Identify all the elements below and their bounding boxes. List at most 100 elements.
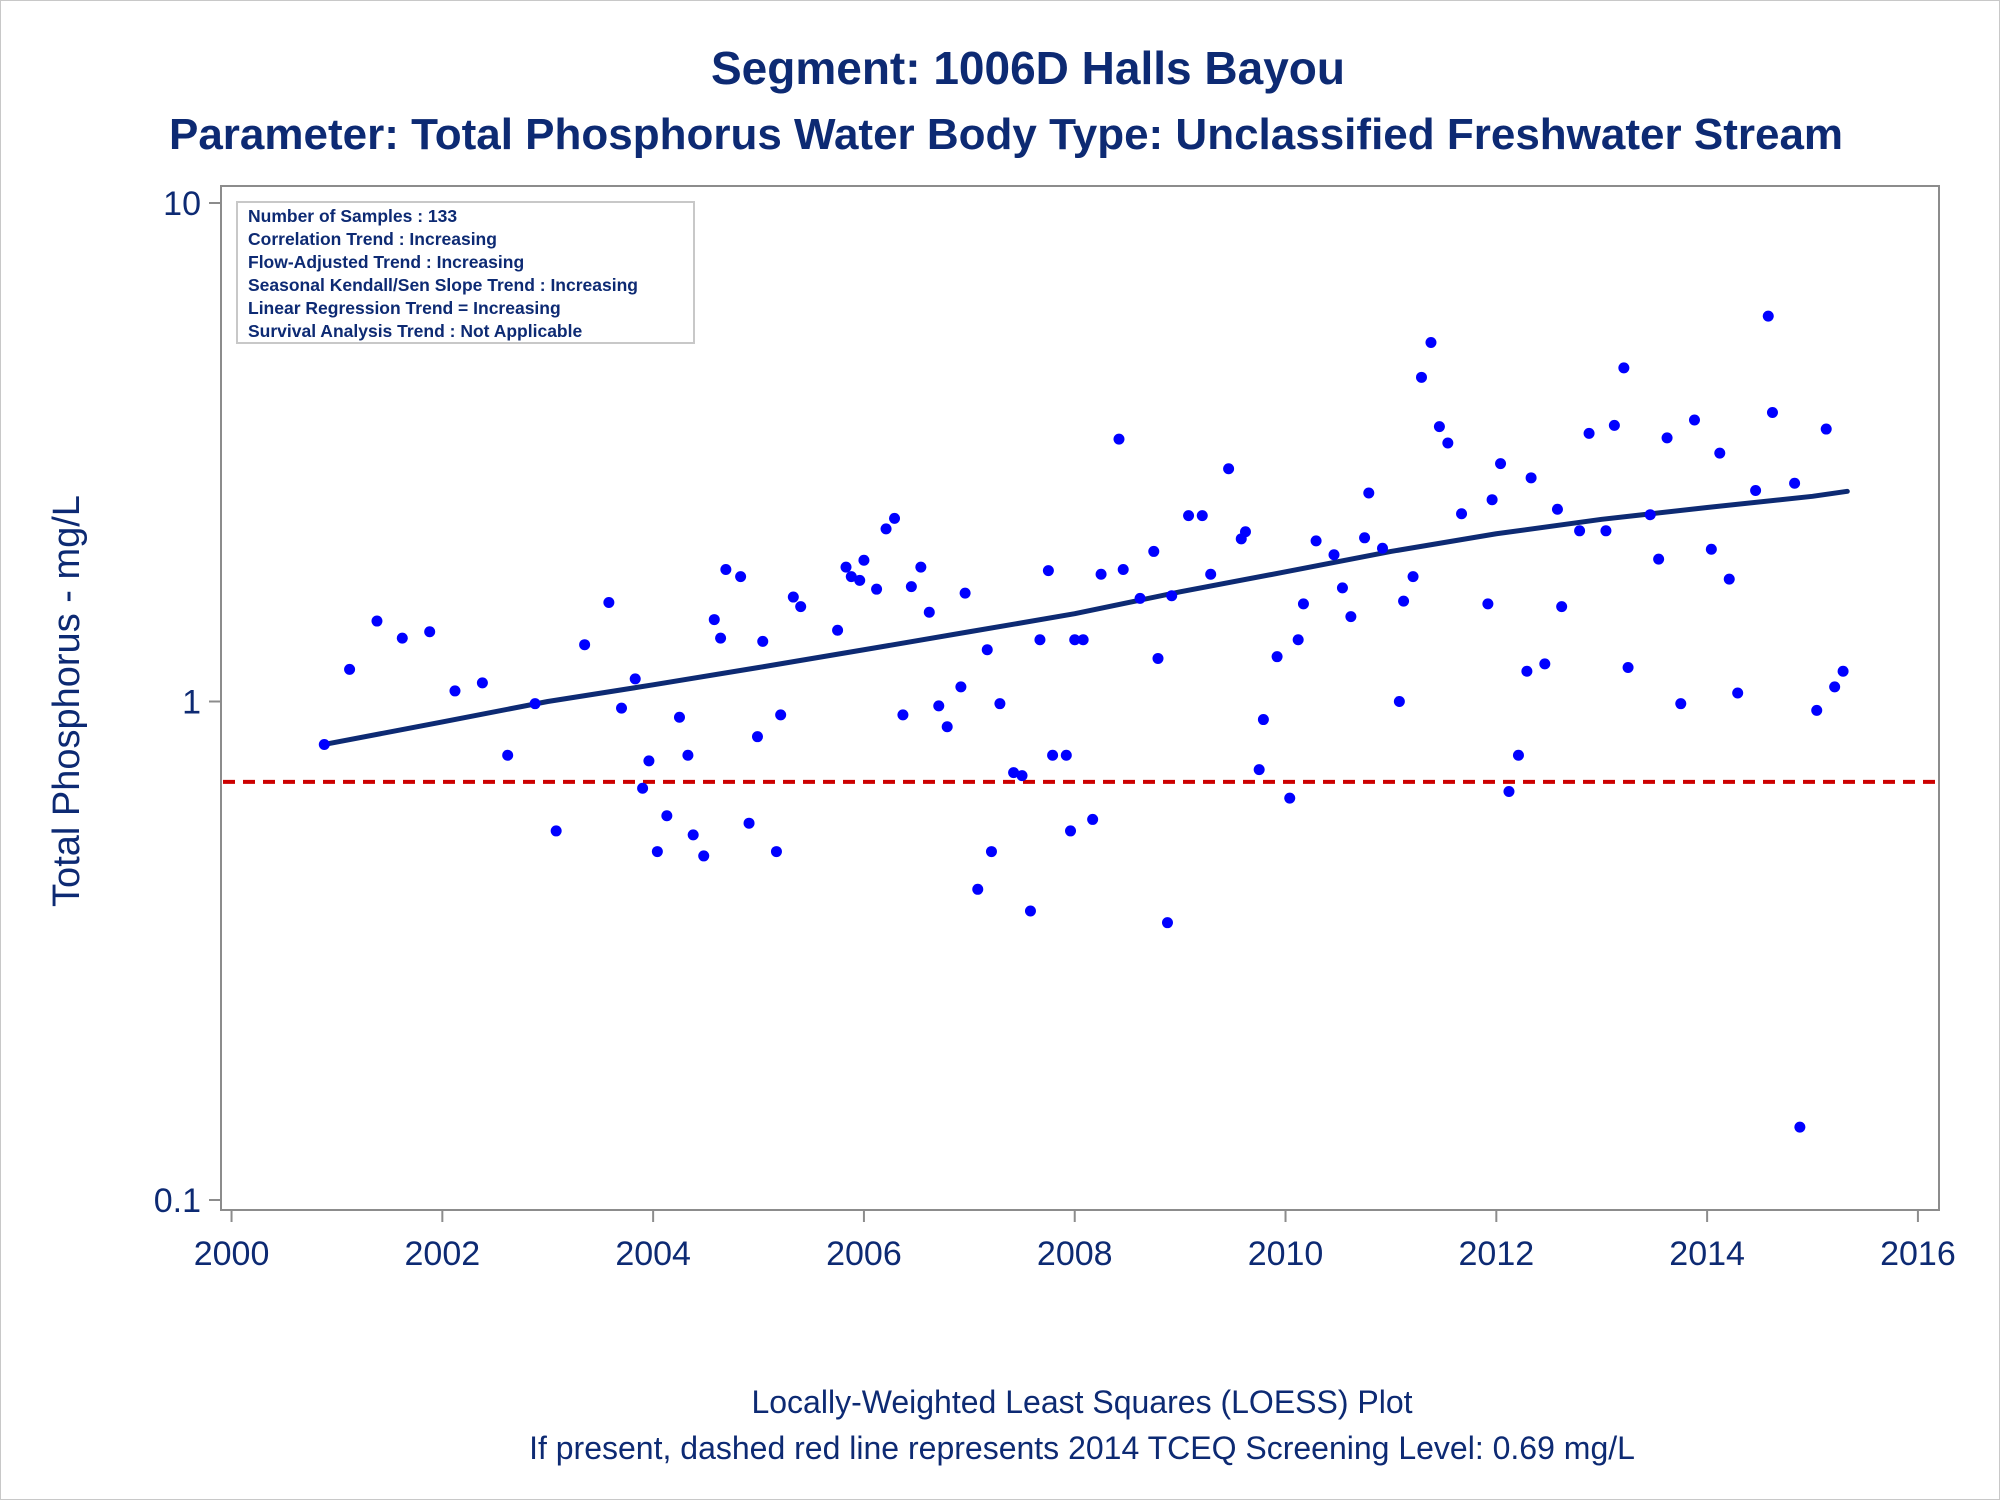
data-point <box>603 596 615 608</box>
data-point <box>1183 510 1195 522</box>
data-point <box>502 749 514 761</box>
data-point <box>1069 634 1081 646</box>
x-tick-label: 2006 <box>826 1235 902 1273</box>
y-tick-label: 0.1 <box>154 1182 201 1220</box>
data-point <box>1271 651 1283 663</box>
x-tick-label: 2010 <box>1248 1235 1324 1273</box>
data-point <box>840 561 852 573</box>
data-point <box>1644 509 1656 521</box>
data-point <box>1077 634 1089 646</box>
data-point <box>1486 494 1498 506</box>
data-point <box>1829 681 1841 693</box>
data-point <box>1675 698 1687 710</box>
data-point <box>795 601 807 613</box>
plot-area-border <box>220 185 1940 1211</box>
data-point <box>396 632 408 644</box>
data-point <box>1359 532 1371 544</box>
data-point <box>1433 421 1445 433</box>
data-point <box>720 563 732 575</box>
data-point <box>1556 601 1568 613</box>
data-point <box>1820 423 1832 435</box>
data-point <box>1239 526 1251 538</box>
data-point <box>1292 634 1304 646</box>
data-point <box>1583 427 1595 439</box>
footer-line-1: Locally-Weighted Least Squares (LOESS) P… <box>751 1384 1412 1420</box>
info-box-border <box>236 201 695 344</box>
loess-trend-line <box>321 488 1850 747</box>
data-point <box>1060 749 1072 761</box>
data-point <box>449 685 461 697</box>
data-point <box>1297 598 1309 610</box>
data-point <box>1618 362 1630 374</box>
data-point <box>955 681 967 693</box>
points-layer <box>318 310 1849 1133</box>
data-point <box>905 581 917 593</box>
data-point <box>1714 447 1726 459</box>
data-point <box>897 709 909 721</box>
x-tick-label: 2008 <box>1037 1235 1113 1273</box>
data-point <box>1503 785 1515 797</box>
data-point <box>1415 371 1427 383</box>
info-line-samples: Number of Samples : 133 <box>248 206 457 226</box>
data-point <box>661 810 673 822</box>
data-point <box>1008 767 1020 779</box>
data-point <box>1622 662 1634 674</box>
data-point <box>1148 545 1160 557</box>
data-point <box>1024 905 1036 917</box>
data-point <box>673 711 685 723</box>
data-point <box>1600 525 1612 537</box>
data-point <box>1766 406 1778 418</box>
data-point <box>687 829 699 841</box>
data-point <box>915 561 927 573</box>
data-point <box>735 571 747 583</box>
data-point <box>880 523 892 535</box>
info-line-seasonal-kendall: Seasonal Kendall/Sen Slope Trend : Incre… <box>248 275 638 295</box>
data-point <box>1328 549 1340 561</box>
y-axis: 10 1 0.1 <box>154 185 221 1220</box>
data-point <box>1811 704 1823 716</box>
data-point <box>1794 1121 1806 1133</box>
data-point <box>1257 714 1269 726</box>
data-point <box>1539 658 1551 670</box>
data-point <box>972 883 984 895</box>
info-line-survival: Survival Analysis Trend : Not Applicable <box>248 321 582 341</box>
data-point <box>933 700 945 712</box>
data-point <box>770 846 782 858</box>
data-point <box>1661 432 1673 444</box>
data-point <box>985 846 997 858</box>
data-point <box>1336 582 1348 594</box>
data-point <box>959 587 971 599</box>
x-axis: 2000 2002 2004 2006 2008 2010 2012 2014 2016 <box>194 1210 1956 1273</box>
x-tick-label: 2004 <box>615 1235 691 1273</box>
data-point <box>1363 487 1375 499</box>
data-point <box>476 677 488 689</box>
data-point <box>1047 749 1059 761</box>
data-point <box>1750 485 1762 497</box>
data-point <box>1205 568 1217 580</box>
data-point <box>923 606 935 618</box>
data-point <box>1087 813 1099 825</box>
data-point <box>1442 437 1454 449</box>
data-point <box>1407 571 1419 583</box>
data-point <box>1608 419 1620 431</box>
data-point <box>344 663 356 675</box>
data-point <box>1398 595 1410 607</box>
data-point <box>616 702 628 714</box>
data-point <box>1512 749 1524 761</box>
data-point <box>1166 590 1178 602</box>
data-point <box>1253 764 1265 776</box>
data-point <box>1345 611 1357 623</box>
data-point <box>637 782 649 794</box>
data-point <box>775 709 787 721</box>
data-point <box>424 626 436 638</box>
data-point <box>1376 542 1388 554</box>
footer-line-2: If present, dashed red line represents 2… <box>529 1430 1635 1466</box>
data-point <box>981 644 993 656</box>
data-point <box>832 624 844 636</box>
info-box: Number of Samples : 133 Correlation Tren… <box>236 201 695 344</box>
data-point <box>1223 463 1235 475</box>
data-point <box>698 850 710 862</box>
info-line-linear-regression: Linear Regression Trend = Increasing <box>248 298 561 318</box>
data-point <box>1495 458 1507 470</box>
data-point <box>529 698 541 710</box>
